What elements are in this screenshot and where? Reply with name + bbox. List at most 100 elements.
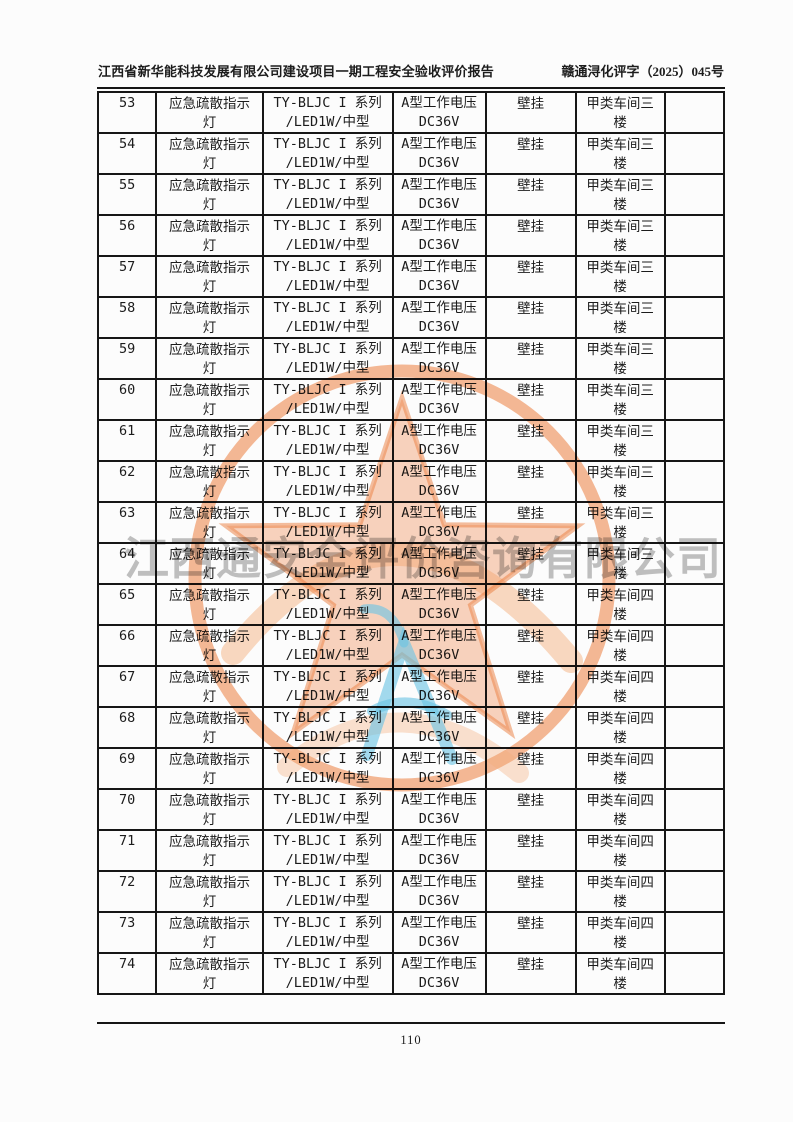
cell-mount-type: 壁挂	[484, 624, 577, 667]
cell-voltage: A型工作电压 DC36V	[391, 870, 487, 913]
cell-number: 66	[96, 624, 158, 667]
cell-location: 甲类车间三楼	[574, 173, 666, 216]
cell-fixture-name: 应急疏散指示灯	[155, 132, 264, 175]
cell-model: TY-BLJC I 系列/LED1W/中型	[261, 173, 394, 216]
cell-remark	[663, 214, 726, 257]
cell-mount-type: 壁挂	[484, 419, 577, 462]
cell-number: 62	[96, 460, 158, 503]
cell-model: TY-BLJC I 系列/LED1W/中型	[261, 665, 394, 708]
cell-voltage: A型工作电压 DC36V	[391, 952, 487, 995]
header-doc-number: 赣通浔化评字（2025）045号	[561, 64, 724, 79]
cell-remark	[663, 460, 726, 503]
cell-model: TY-BLJC I 系列/LED1W/中型	[261, 829, 394, 872]
cell-fixture-name: 应急疏散指示灯	[155, 501, 264, 544]
table-row: 62 应急疏散指示灯 TY-BLJC I 系列/LED1W/中型 A型工作电压 DC36…	[96, 460, 726, 503]
cell-remark	[663, 132, 726, 175]
cell-voltage: A型工作电压 DC36V	[391, 706, 487, 749]
cell-location: 甲类车间三楼	[574, 214, 666, 257]
table-row: 59 应急疏散指示灯 TY-BLJC I 系列/LED1W/中型 A型工作电压 DC36…	[96, 337, 726, 380]
cell-model: TY-BLJC I 系列/LED1W/中型	[261, 91, 394, 134]
cell-remark	[663, 870, 726, 913]
equipment-table: 53 应急疏散指示灯 TY-BLJC I 系列/LED1W/中型 A型工作电压 DC36…	[96, 91, 726, 995]
cell-model: TY-BLJC I 系列/LED1W/中型	[261, 214, 394, 257]
cell-voltage: A型工作电压 DC36V	[391, 419, 487, 462]
cell-fixture-name: 应急疏散指示灯	[155, 460, 264, 503]
cell-remark	[663, 747, 726, 790]
cell-location: 甲类车间三楼	[574, 296, 666, 339]
table-row: 69 应急疏散指示灯 TY-BLJC I 系列/LED1W/中型 A型工作电压 DC36…	[96, 747, 726, 790]
cell-number: 57	[96, 255, 158, 298]
cell-fixture-name: 应急疏散指示灯	[155, 419, 264, 462]
cell-number: 58	[96, 296, 158, 339]
table-row: 70 应急疏散指示灯 TY-BLJC I 系列/LED1W/中型 A型工作电压 DC36…	[96, 788, 726, 831]
cell-mount-type: 壁挂	[484, 706, 577, 749]
cell-fixture-name: 应急疏散指示灯	[155, 870, 264, 913]
cell-location: 甲类车间四楼	[574, 747, 666, 790]
table-row: 68 应急疏散指示灯 TY-BLJC I 系列/LED1W/中型 A型工作电压 DC36…	[96, 706, 726, 749]
cell-voltage: A型工作电压 DC36V	[391, 911, 487, 954]
cell-model: TY-BLJC I 系列/LED1W/中型	[261, 624, 394, 667]
cell-voltage: A型工作电压 DC36V	[391, 583, 487, 626]
header-report-title: 江西省新华能科技发展有限公司建设项目一期工程安全验收评价报告	[98, 64, 495, 79]
cell-mount-type: 壁挂	[484, 460, 577, 503]
cell-mount-type: 壁挂	[484, 255, 577, 298]
cell-number: 53	[96, 91, 158, 134]
table-row: 55 应急疏散指示灯 TY-BLJC I 系列/LED1W/中型 A型工作电压 DC36…	[96, 173, 726, 216]
cell-voltage: A型工作电压 DC36V	[391, 829, 487, 872]
cell-number: 54	[96, 132, 158, 175]
cell-model: TY-BLJC I 系列/LED1W/中型	[261, 501, 394, 544]
cell-fixture-name: 应急疏散指示灯	[155, 665, 264, 708]
cell-number: 63	[96, 501, 158, 544]
cell-remark	[663, 296, 726, 339]
cell-voltage: A型工作电压 DC36V	[391, 173, 487, 216]
table-row: 58 应急疏散指示灯 TY-BLJC I 系列/LED1W/中型 A型工作电压 DC36…	[96, 296, 726, 339]
table-row: 57 应急疏散指示灯 TY-BLJC I 系列/LED1W/中型 A型工作电压 DC36…	[96, 255, 726, 298]
cell-location: 甲类车间三楼	[574, 419, 666, 462]
cell-voltage: A型工作电压 DC36V	[391, 378, 487, 421]
cell-fixture-name: 应急疏散指示灯	[155, 747, 264, 790]
cell-mount-type: 壁挂	[484, 788, 577, 831]
cell-number: 60	[96, 378, 158, 421]
cell-number: 67	[96, 665, 158, 708]
cell-mount-type: 壁挂	[484, 132, 577, 175]
cell-location: 甲类车间四楼	[574, 952, 666, 995]
cell-mount-type: 壁挂	[484, 870, 577, 913]
cell-remark	[663, 501, 726, 544]
cell-remark	[663, 173, 726, 216]
cell-remark	[663, 91, 726, 134]
cell-model: TY-BLJC I 系列/LED1W/中型	[261, 952, 394, 995]
cell-location: 甲类车间四楼	[574, 911, 666, 954]
cell-fixture-name: 应急疏散指示灯	[155, 583, 264, 626]
cell-voltage: A型工作电压 DC36V	[391, 214, 487, 257]
page-number: 110	[400, 1033, 422, 1047]
cell-voltage: A型工作电压 DC36V	[391, 501, 487, 544]
cell-remark	[663, 952, 726, 995]
table-row: 72 应急疏散指示灯 TY-BLJC I 系列/LED1W/中型 A型工作电压 DC36…	[96, 870, 726, 913]
table-row: 66 应急疏散指示灯 TY-BLJC I 系列/LED1W/中型 A型工作电压 DC36…	[96, 624, 726, 667]
cell-model: TY-BLJC I 系列/LED1W/中型	[261, 706, 394, 749]
cell-model: TY-BLJC I 系列/LED1W/中型	[261, 460, 394, 503]
cell-mount-type: 壁挂	[484, 665, 577, 708]
cell-mount-type: 壁挂	[484, 911, 577, 954]
cell-location: 甲类车间三楼	[574, 132, 666, 175]
cell-location: 甲类车间四楼	[574, 706, 666, 749]
cell-model: TY-BLJC I 系列/LED1W/中型	[261, 788, 394, 831]
cell-number: 55	[96, 173, 158, 216]
cell-mount-type: 壁挂	[484, 952, 577, 995]
cell-location: 甲类车间四楼	[574, 788, 666, 831]
cell-fixture-name: 应急疏散指示灯	[155, 91, 264, 134]
cell-remark	[663, 255, 726, 298]
cell-location: 甲类车间三楼	[574, 501, 666, 544]
table-row: 63 应急疏散指示灯 TY-BLJC I 系列/LED1W/中型 A型工作电压 DC36…	[96, 501, 726, 544]
cell-model: TY-BLJC I 系列/LED1W/中型	[261, 583, 394, 626]
cell-fixture-name: 应急疏散指示灯	[155, 911, 264, 954]
cell-mount-type: 壁挂	[484, 583, 577, 626]
cell-location: 甲类车间四楼	[574, 829, 666, 872]
table-row: 54 应急疏散指示灯 TY-BLJC I 系列/LED1W/中型 A型工作电压 DC36…	[96, 132, 726, 175]
cell-model: TY-BLJC I 系列/LED1W/中型	[261, 747, 394, 790]
cell-remark	[663, 665, 726, 708]
cell-location: 甲类车间三楼	[574, 378, 666, 421]
cell-mount-type: 壁挂	[484, 173, 577, 216]
cell-number: 64	[96, 542, 158, 585]
